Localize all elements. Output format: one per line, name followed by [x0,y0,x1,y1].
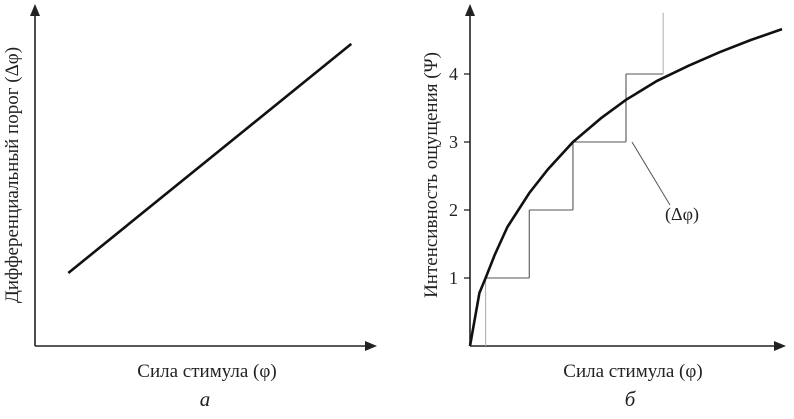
panel-a: Сила стимула (φ) Дифференциальный порог … [2,4,377,411]
panel-b-x-label: Сила стимула (φ) [563,361,702,382]
panel-b-y-tick-label-3: 3 [449,132,458,152]
panel-a-y-arrow [30,4,40,16]
panel-b-y-ticks: 1 2 3 4 [449,64,470,288]
panel-a-subfigure-label: а [200,387,211,411]
panel-a-x-label: Сила стимула (φ) [137,361,276,382]
panel-b-y-tick-label-4: 4 [449,64,458,84]
panel-b-subfigure-label: б [625,387,637,411]
panel-b-x-arrow [774,341,786,351]
panel-b-annotation: (Δφ) [665,204,699,225]
panel-a-y-label: Дифференциальный порог (Δφ) [2,47,23,303]
panel-a-series [67,42,353,275]
panel-b-annotation-leader [631,141,671,206]
panel-b-steps [485,12,664,279]
panel-b-series [468,27,783,347]
panel-a-x-arrow [365,341,377,351]
panel-b-y-label: Интенсивность ощущения (Ψ) [421,52,442,298]
panel-b-y-tick-label-1: 1 [449,268,458,288]
panel-b-series-line-0 [468,27,783,347]
panel-a-series-line-0 [67,42,353,275]
panel-b-y-arrow [465,4,475,16]
panel-b-y-tick-label-2: 2 [449,200,458,220]
panel-b: 1 2 3 4 (Δφ) Сила стимула (φ) Интенсивность… [421,4,786,411]
